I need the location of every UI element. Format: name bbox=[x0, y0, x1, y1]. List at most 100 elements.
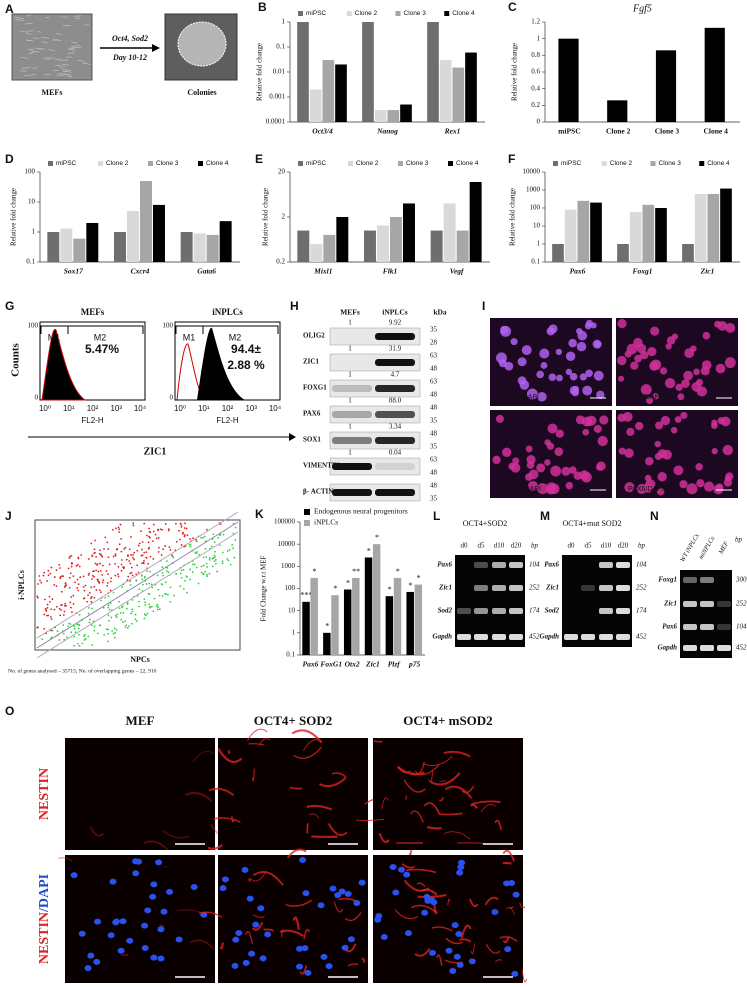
y-tick-label: 1 bbox=[537, 34, 541, 42]
x-tick-label: Pax6 bbox=[302, 660, 318, 669]
bar bbox=[452, 67, 465, 122]
gene-point bbox=[179, 538, 182, 541]
gene-point bbox=[53, 583, 56, 586]
legend-swatch bbox=[148, 161, 153, 166]
gene-point bbox=[157, 550, 160, 553]
y-tick-label: 1 bbox=[537, 240, 541, 248]
legend-label: Clone 4 bbox=[456, 160, 479, 167]
gel bbox=[562, 555, 632, 647]
gene-point bbox=[222, 533, 225, 536]
gene-point bbox=[149, 531, 152, 534]
bp-label: 174 bbox=[529, 607, 540, 615]
cell-texture bbox=[52, 39, 62, 41]
quantification: 1 bbox=[348, 397, 352, 405]
gene-point bbox=[118, 607, 121, 610]
gene-point bbox=[206, 573, 208, 576]
y-tick-label: 100 bbox=[530, 204, 541, 212]
gene-point bbox=[213, 541, 216, 544]
nestin-fiber bbox=[192, 751, 215, 763]
y-axis-label: Fold Change w.r.t MEF bbox=[260, 555, 268, 621]
lane-label: d20 bbox=[511, 542, 522, 550]
gene-point bbox=[68, 622, 70, 625]
dapi-nucleus bbox=[84, 965, 92, 972]
legend-label: miPSC bbox=[561, 160, 582, 167]
gene-point bbox=[162, 548, 165, 550]
gene-point bbox=[120, 559, 123, 561]
nestin-fiber bbox=[161, 829, 190, 839]
gene-point bbox=[73, 627, 76, 630]
x-tick-label: Flk1 bbox=[383, 267, 398, 276]
gate-label: M1 bbox=[48, 332, 61, 342]
gene-point bbox=[55, 569, 58, 572]
nestin-fiber bbox=[285, 899, 313, 907]
image-label: PAX6/DAPI bbox=[628, 486, 664, 493]
x-tick-label: Mixl1 bbox=[313, 267, 332, 276]
gene-point bbox=[87, 594, 89, 597]
gene-point bbox=[179, 572, 182, 575]
cell-texture bbox=[62, 69, 71, 71]
dapi-nucleus bbox=[468, 958, 476, 965]
gene-point bbox=[152, 558, 155, 560]
bar bbox=[629, 211, 642, 262]
dapi-nucleus bbox=[301, 945, 309, 952]
gene-point bbox=[86, 600, 89, 603]
bar bbox=[406, 591, 414, 655]
gene-point bbox=[53, 576, 56, 578]
gene-point bbox=[123, 566, 126, 569]
kda-label: 35 bbox=[430, 326, 438, 334]
nestin-fiber bbox=[405, 868, 437, 874]
gene-point bbox=[186, 534, 189, 537]
nestin-fiber bbox=[494, 819, 503, 831]
cell-nucleus bbox=[548, 373, 557, 382]
nestin-fiber bbox=[519, 902, 526, 909]
gene-point bbox=[212, 533, 215, 536]
gene-point bbox=[67, 625, 69, 628]
panel-letter: K bbox=[255, 507, 264, 521]
gene-point bbox=[183, 527, 186, 529]
dapi-nucleus bbox=[347, 936, 355, 943]
bar bbox=[60, 228, 73, 262]
bar bbox=[400, 104, 412, 122]
gene-point bbox=[114, 554, 117, 557]
gene-point bbox=[226, 550, 229, 552]
kda-label: 48 bbox=[430, 391, 438, 399]
gene-point bbox=[146, 534, 148, 537]
gene-point bbox=[118, 543, 121, 546]
band bbox=[509, 634, 523, 640]
kda-label: 35 bbox=[430, 443, 438, 451]
gene-point bbox=[91, 578, 93, 580]
gene-point bbox=[129, 584, 132, 586]
gene-point bbox=[162, 574, 165, 577]
legend-label: Clone 2 bbox=[355, 10, 378, 17]
cell-nucleus bbox=[596, 461, 606, 471]
cell-texture bbox=[55, 33, 63, 35]
cell-nucleus bbox=[501, 447, 512, 458]
gene-point bbox=[107, 632, 109, 635]
panel-letter: O bbox=[5, 704, 14, 718]
x-axis-label: FL2-H bbox=[81, 416, 103, 425]
gene-point bbox=[158, 594, 161, 597]
x-tick-label: Otx2 bbox=[345, 660, 360, 669]
dapi-nucleus bbox=[126, 937, 134, 944]
gene-point bbox=[216, 570, 219, 573]
nestin-fiber bbox=[327, 823, 348, 836]
cell-nucleus bbox=[617, 318, 627, 329]
cell-nucleus bbox=[517, 376, 527, 385]
gene-point bbox=[158, 546, 160, 549]
gene-point bbox=[132, 554, 134, 556]
gene-point bbox=[107, 614, 110, 617]
legend-label: Clone 4 bbox=[452, 10, 475, 17]
gene-point bbox=[161, 528, 164, 531]
dapi-nucleus bbox=[132, 870, 140, 877]
band bbox=[616, 634, 630, 640]
gene-point bbox=[87, 635, 90, 638]
y-tick-label: 0.1 bbox=[276, 43, 285, 51]
gene-point bbox=[164, 592, 166, 595]
gene-point bbox=[98, 582, 101, 584]
dapi-nucleus bbox=[304, 969, 312, 976]
gene-point bbox=[141, 578, 144, 581]
y-tick-label: 20 bbox=[278, 168, 286, 176]
cell-nucleus bbox=[544, 439, 551, 446]
nestin-fiber bbox=[428, 770, 434, 783]
cell-nucleus bbox=[656, 487, 665, 496]
